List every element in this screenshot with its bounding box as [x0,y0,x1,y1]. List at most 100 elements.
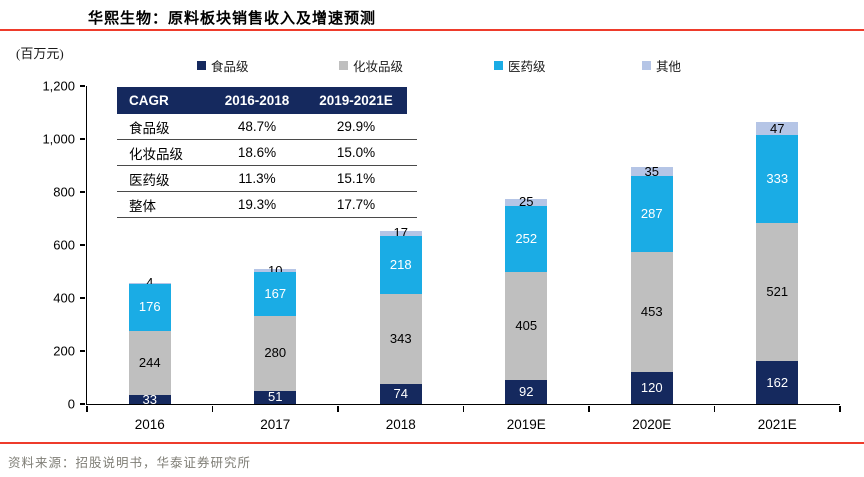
x-axis-category-label: 2021E [757,417,797,432]
x-axis-category-label: 2018 [385,417,416,432]
legend-item-food-grade: 食品级 [197,56,249,75]
x-axis-category-label: 2016 [134,417,165,432]
bar-segment-医药级: 176 [128,283,171,331]
bar-segment-value-label: 35 [644,163,659,179]
y-axis-tick [80,297,85,299]
bar-segment-value-label: 4 [146,275,154,291]
bar-segment-value-label: 33 [142,391,157,407]
bar-segment-医药级: 252 [505,205,548,273]
cagr-table-header-cell: 2019-2021E [319,93,393,108]
bar-segment-化妆品级: 521 [756,223,799,362]
cagr-table: CAGR 2016-2018 2019-2021E 食品级 48.7% 29.9… [117,87,417,218]
cagr-table-cell: 11.3% [238,171,276,186]
bar-segment-化妆品级: 405 [505,272,548,380]
stacked-bar-2017: 51 280 167 10 [254,263,297,405]
legend-label: 医药级 [508,60,546,74]
y-axis-tick [80,244,85,246]
bar-segment-value-label: 405 [515,317,538,333]
bar-segment-value-label: 252 [515,230,538,246]
cagr-table-cell: 19.3% [237,197,277,212]
y-axis-tick [80,403,85,405]
bar-segment-化妆品级: 343 [379,293,422,385]
x-axis-tick [211,406,214,412]
bar-segment-医药级: 287 [630,176,673,253]
bar-segment-其他: 35 [630,163,673,179]
legend-label: 食品级 [211,60,249,74]
x-axis-tick [86,406,88,412]
bar-segment-value-label: 167 [264,286,287,302]
y-axis-tick-label: 800 [53,184,75,200]
bar-segment-value-label: 47 [770,120,785,136]
x-axis-tick [839,406,841,412]
cagr-table-cell: 食品级 [129,120,170,136]
bar-segment-食品级: 51 [254,389,297,405]
legend-item-pharma-grade: 医药级 [494,56,546,75]
cagr-table-cell: 15.0% [336,145,376,160]
cagr-table-row: 医药级 11.3% 15.1% [117,166,417,192]
bar-segment-化妆品级: 453 [630,252,673,373]
legend-item-cosmetic-grade: 化妆品级 [339,56,403,75]
stacked-bar-2020E: 120 453 287 35 [630,163,673,404]
bar-segment-医药级: 218 [379,235,422,294]
bar-segment-value-label: 453 [640,304,663,320]
bar-segment-value-label: 280 [264,345,287,361]
bar-segment-value-label: 244 [138,354,161,370]
bar-segment-食品级: 92 [505,379,548,404]
x-axis-tick [337,406,339,412]
bar-segment-其他: 4 [128,276,171,290]
stacked-bar-2021E: 162 521 333 47 [756,120,799,404]
bar-segment-value-label: 92 [519,383,534,399]
bar-segment-化妆品级: 280 [254,316,297,391]
y-axis-unit-label: (百万元) [16,46,64,61]
cagr-table-cell: 医药级 [129,172,170,188]
stacked-bar-2018: 74 343 218 17 [379,226,422,404]
bar-segment-食品级: 120 [630,372,673,404]
bar-segment-食品级: 33 [128,391,171,407]
legend-label: 其他 [656,60,682,74]
legend-swatch-food-grade-icon [197,61,206,70]
x-axis-category-label: 2017 [260,417,291,432]
figure-title: 华熙生物：原料板块销售收入及增速预测 [88,11,377,27]
cagr-table-cell: 29.9% [336,119,376,134]
legend-item-other: 其他 [642,56,681,75]
cagr-table-cell: 化妆品级 [129,146,183,162]
y-axis-tick-label: 600 [53,237,75,253]
cagr-table-cell: 15.1% [336,171,376,186]
bar-segment-value-label: 287 [640,206,663,222]
bar-chart-plot-area: 0 200 400 600 800 1,000 1,200 2016 33 244 176 4 2017… [42,79,841,432]
bar-segment-其他: 47 [756,120,799,136]
y-axis-tick-label: 0 [67,396,75,412]
bar-segment-value-label: 51 [268,389,283,405]
cagr-table-row: 化妆品级 18.6% 15.0% [117,140,417,166]
cagr-table-header-cell: 2016-2018 [224,93,290,108]
y-axis-tick [80,138,85,140]
y-axis-tick [80,191,85,193]
bar-segment-value-label: 74 [393,386,408,402]
x-axis-category-label: 2020E [632,417,672,432]
bar-segment-食品级: 162 [756,361,799,404]
bar-segment-医药级: 333 [756,134,799,224]
cagr-table-cell: 整体 [129,198,156,214]
cagr-table-row: 食品级 48.7% 29.9% [117,114,417,140]
stacked-bar-2019E: 92 405 252 25 [505,195,548,404]
bar-segment-其他: 25 [505,195,548,209]
bar-segment-value-label: 218 [389,256,412,272]
cagr-table-header-row: CAGR 2016-2018 2019-2021E [117,87,407,114]
legend-label: 化妆品级 [353,60,404,74]
y-axis-tick [80,85,85,87]
bar-segment-value-label: 521 [766,284,789,300]
x-axis-tick [713,406,716,412]
bar-segment-医药级: 167 [254,272,297,317]
bar-segment-value-label: 25 [519,194,534,210]
bar-segment-化妆品级: 244 [128,330,171,396]
bar-segment-value-label: 162 [766,374,789,390]
cagr-table-row: 整体 19.3% 17.7% [117,192,417,218]
source-attribution: 资料来源：招股说明书，华泰证券研究所 [8,456,252,470]
bar-segment-value-label: 176 [138,299,161,315]
cagr-table-cell: 18.6% [237,145,277,160]
bar-segment-食品级: 74 [379,384,422,404]
bar-segment-value-label: 333 [766,170,789,186]
stacked-bar-2016: 33 244 176 4 [128,276,171,407]
y-axis-tick-label: 400 [53,290,75,306]
